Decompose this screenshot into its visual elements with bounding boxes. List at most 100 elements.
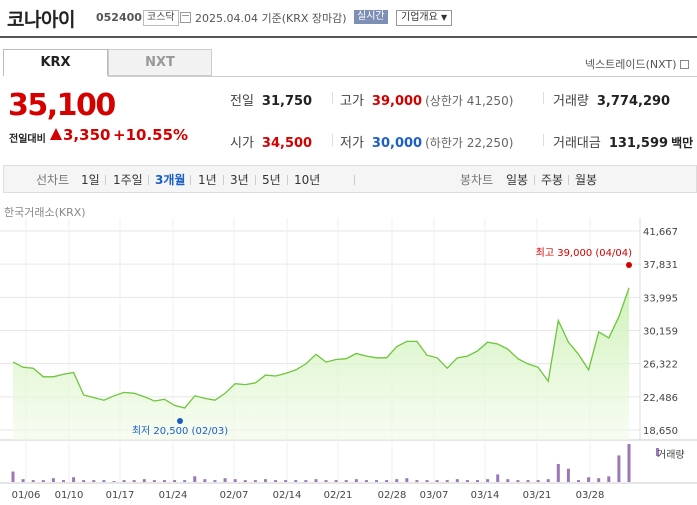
stock-name: 코나아이: [7, 9, 75, 31]
volume-bar: [263, 479, 267, 482]
y-tick-label: 33,995: [643, 293, 678, 304]
divider: [105, 175, 106, 185]
volume-bar: [132, 480, 136, 482]
divider: [190, 175, 191, 185]
volume-bar: [253, 480, 257, 482]
candle-chart-label: 봉차트: [460, 173, 494, 187]
volume-bar: [617, 455, 621, 482]
current-price: 35,100: [8, 88, 116, 123]
x-tick-label: 01/06: [12, 490, 41, 501]
divider: [354, 175, 355, 185]
volume-bar: [344, 480, 348, 482]
volume-bar: [385, 480, 389, 482]
volume-bar: [173, 480, 177, 482]
period-1w[interactable]: 1주일: [113, 173, 143, 187]
period-1y[interactable]: 1년: [198, 173, 217, 187]
tab-nxt[interactable]: NXT: [108, 49, 212, 76]
x-tick-label: 03/21: [523, 490, 552, 501]
realtime-button[interactable]: 실시간: [354, 10, 388, 24]
period-3m[interactable]: 3개월: [155, 173, 186, 187]
volume-bar: [274, 480, 278, 482]
x-tick-label: 03/14: [471, 490, 500, 501]
divider: [332, 134, 333, 146]
nxt-link[interactable]: 넥스트레이드(NXT): [585, 56, 689, 72]
stock-code: 052400: [96, 11, 142, 24]
volume-bar: [607, 476, 611, 482]
divider: [543, 134, 544, 146]
volume-bar: [233, 479, 237, 482]
chart-period-bar: 선차트 1일 1주일 3개월 1년 3년 5년 10년 봉차트 일봉 주봉 월봉: [3, 165, 697, 193]
volume-bar: [455, 479, 459, 482]
volume-bar: [314, 479, 318, 482]
period-10y[interactable]: 10년: [294, 173, 321, 187]
volume-bar: [102, 480, 106, 482]
volume-bar: [324, 480, 328, 482]
volume-bar: [11, 471, 15, 482]
period-1d[interactable]: 1일: [81, 173, 100, 187]
candle-weekly[interactable]: 주봉: [541, 173, 564, 187]
volume-bar: [566, 468, 570, 482]
volume-bar: [546, 479, 550, 482]
divider: [223, 175, 224, 185]
volume-bar: [223, 478, 227, 482]
volume-bar: [476, 480, 480, 482]
up-arrow-icon: [50, 128, 62, 140]
stat-prev: 전일 31,750: [230, 94, 313, 109]
volume-bar: [627, 444, 631, 482]
volume-bar: [395, 479, 399, 482]
volume-bar: [203, 479, 207, 482]
divider: [287, 175, 288, 185]
volume-bar: [465, 480, 469, 482]
volume-bar: [213, 480, 217, 482]
candle-daily[interactable]: 일봉: [506, 173, 529, 187]
volume-bar: [375, 480, 379, 482]
max-marker: [626, 262, 632, 269]
stat-low: 저가 30,000 (하한가 22,250): [340, 136, 514, 151]
volume-bar: [92, 480, 96, 482]
max-label: 최고 39,000 (04/04): [536, 247, 632, 259]
volume-bar: [334, 480, 338, 482]
volume-bar: [536, 480, 540, 482]
period-3y[interactable]: 3년: [230, 173, 249, 187]
company-info-dropdown[interactable]: 기업개요 ▼: [396, 10, 453, 26]
volume-bar: [587, 477, 591, 482]
volume-bar: [41, 480, 45, 482]
stat-high: 고가 39,000 (상한가 41,250): [340, 94, 514, 109]
y-tick-label: 37,831: [643, 260, 678, 271]
volume-bar: [486, 479, 490, 482]
divider: [148, 175, 149, 185]
period-5y[interactable]: 5년: [262, 173, 281, 187]
chart-source: 한국거래소(KRX): [4, 206, 86, 219]
x-tick-label: 03/07: [420, 490, 449, 501]
volume-bar: [526, 480, 530, 482]
volume-bar: [506, 479, 510, 482]
min-label: 최저 20,500 (02/03): [132, 425, 228, 437]
volume-bar: [61, 480, 65, 482]
volume-bar: [193, 476, 197, 482]
volume-bar: [152, 480, 156, 482]
volume-bar: [122, 480, 126, 482]
y-tick-label: 22,486: [643, 393, 678, 404]
x-tick-label: 01/24: [159, 490, 188, 501]
tab-krx[interactable]: KRX: [3, 49, 108, 76]
volume-bar: [82, 480, 86, 482]
volume-bar: [21, 479, 25, 482]
x-tick-label: 02/07: [220, 490, 249, 501]
volume-bar: [31, 480, 35, 482]
volume-bar: [445, 480, 449, 482]
chevron-down-icon: ▼: [441, 13, 448, 22]
volume-bar: [516, 480, 520, 482]
calendar-icon: [180, 12, 191, 23]
x-tick-label: 01/10: [55, 490, 84, 501]
x-tick-label: 03/28: [576, 490, 605, 501]
candle-monthly[interactable]: 월봉: [575, 173, 598, 187]
volume-bar: [142, 479, 146, 482]
volume-bar: [72, 477, 76, 482]
volume-legend-swatch: [656, 448, 659, 456]
volume-bar: [284, 480, 288, 482]
volume-bar: [183, 480, 187, 482]
y-tick-label: 18,650: [643, 426, 678, 437]
volume-bar: [294, 480, 298, 482]
line-chart-label: 선차트: [36, 173, 70, 187]
